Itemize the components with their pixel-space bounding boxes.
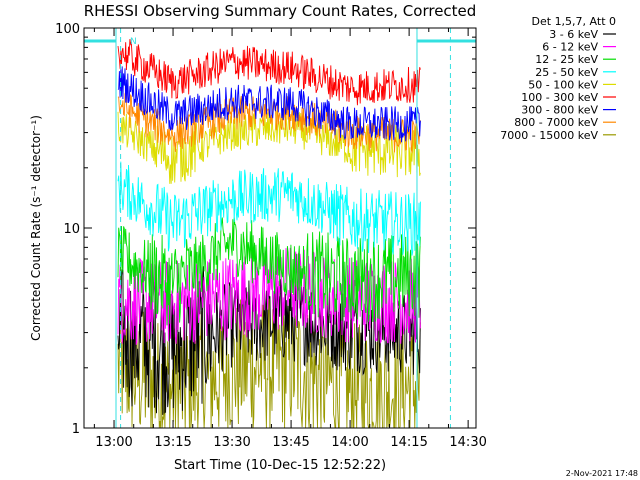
timestamp: 2-Nov-2021 17:48 <box>566 469 638 478</box>
series-line-5 <box>117 39 421 106</box>
series-line-2 <box>117 217 421 326</box>
x-tick-label-1: 13:15 <box>154 435 191 450</box>
series-line-0 <box>117 266 421 415</box>
series-line-3 <box>117 161 421 256</box>
legend-label-1: 6 - 12 keV <box>542 41 598 54</box>
legend-label-8: 7000 - 15000 keV <box>500 129 598 142</box>
legend-label-7: 800 - 7000 keV <box>514 116 598 129</box>
y-tick-label-1: 10 <box>63 222 80 237</box>
legend-label-4: 50 - 100 keV <box>528 78 598 91</box>
legend-title: Det 1,5,7, Att 0 <box>532 15 616 28</box>
series-traces <box>117 39 421 429</box>
x-axis-label: Start Time (10-Dec-15 12:52:22) <box>174 458 386 473</box>
axis-ticks: 13:00 13:15 13:30 13:45 14:00 14:15 14:30 1 10 10… <box>55 22 487 450</box>
time-markers: N <box>84 28 476 428</box>
series-line-4 <box>117 110 421 184</box>
legend-label-2: 12 - 25 keV <box>535 53 598 66</box>
x-tick-label-6: 14:30 <box>449 435 486 450</box>
series-line-6 <box>117 66 421 143</box>
x-tick-label-4: 14:00 <box>331 435 368 450</box>
series-line-1 <box>117 247 421 345</box>
x-tick-label-5: 14:15 <box>390 435 427 450</box>
legend-label-3: 25 - 50 keV <box>535 66 598 79</box>
chart-title: RHESSI Observing Summary Count Rates, Co… <box>84 2 477 20</box>
night-flag-label: N <box>130 37 137 47</box>
legend-label-0: 3 - 6 keV <box>549 28 598 41</box>
y-tick-label-2: 100 <box>55 22 80 37</box>
x-tick-label-3: 13:45 <box>272 435 309 450</box>
y-axis-label: Corrected Count Rate (s⁻¹ detector⁻¹) <box>29 115 43 341</box>
legend-label-6: 300 - 800 keV <box>521 104 598 117</box>
x-tick-label-0: 13:00 <box>95 435 132 450</box>
x-tick-label-2: 13:30 <box>213 435 250 450</box>
legend-label-5: 100 - 300 keV <box>521 91 598 104</box>
y-tick-label-0: 1 <box>72 422 80 437</box>
